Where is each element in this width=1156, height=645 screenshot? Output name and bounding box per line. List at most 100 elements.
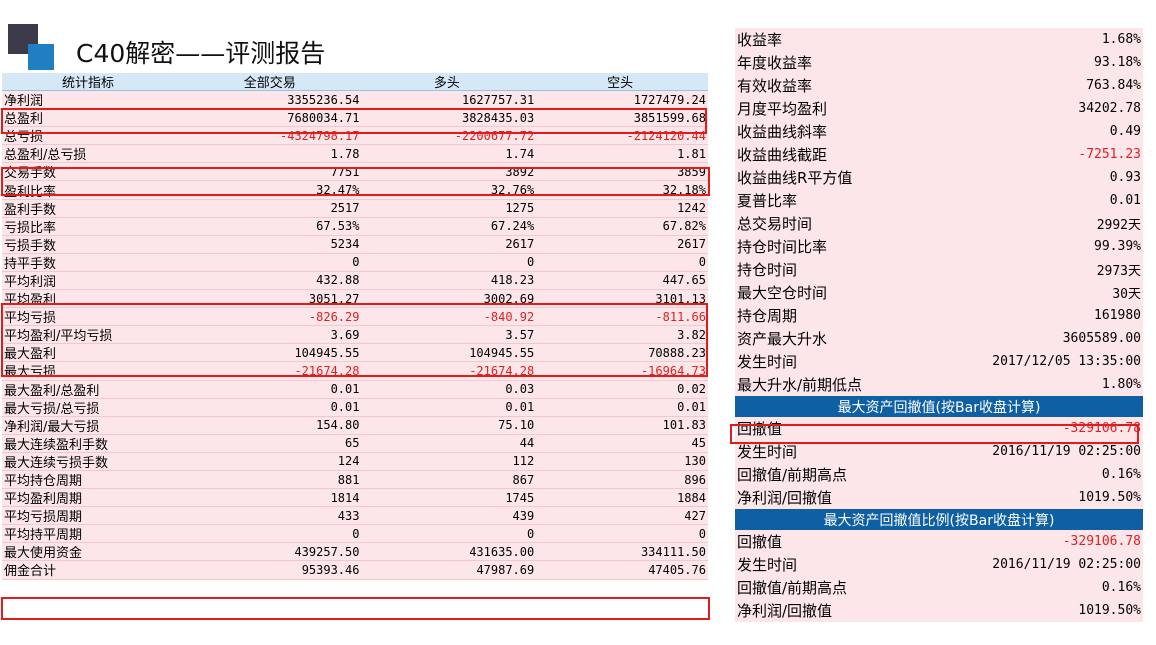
metric-value: 427 (684, 508, 706, 523)
metric-value: 3605589.00 (1062, 331, 1141, 346)
metric-value: -329106.78 (1062, 421, 1141, 436)
table-row: 亏损比率 67.53% 67.24% 67.82% (2, 217, 708, 236)
table-row: 交易手数 7751 3892 3859 (2, 163, 708, 182)
metric-value: 3.69 (330, 327, 360, 342)
metric-value: -2124120.44 (626, 128, 706, 143)
metric-value: 447.65 (662, 273, 706, 288)
performance-table: 收益率 1.68% 年度收益率 93.18% 有效收益率 763.84% 月度平均盈利 342… (735, 28, 1143, 622)
highlight-max-capital (1, 597, 710, 620)
metric-label: 收益曲线R平方值 (737, 169, 853, 187)
title-logo (8, 24, 54, 70)
metric-value: 3892 (505, 164, 535, 179)
table-header: 统计指标 全部交易 多头 空头 (2, 73, 708, 91)
table-row: 总盈利/总亏损 1.78 1.74 1.81 (2, 145, 708, 164)
metric-label: 回撤值 (737, 420, 783, 438)
table-row: 最大连续盈利手数 65 44 45 (2, 434, 708, 453)
metric-value: 30天 (1112, 287, 1141, 302)
metric-label: 平均盈利/平均亏损 (4, 329, 113, 345)
metric-label: 最大连续亏损手数 (4, 455, 109, 471)
metric-value: 99.39% (1094, 239, 1141, 254)
metric-label: 净利润/最大亏损 (4, 419, 100, 435)
metric-value: -7251.23 (1078, 147, 1141, 162)
column-header: 多头 (433, 76, 460, 91)
metric-label: 回撤值/前期高点 (737, 579, 848, 597)
metric-value: 44 (519, 436, 535, 451)
table-row: 平均盈利 3051.27 3002.69 3101.13 (2, 290, 708, 309)
metric-value: 763.84% (1086, 78, 1141, 93)
metric-value: 0.16% (1101, 580, 1141, 595)
metric-value: 67.53% (316, 219, 360, 234)
table-row: 最大盈利 104945.55 104945.55 70888.23 (2, 344, 708, 363)
list-item: 净利润/回撤值 1019.50% (735, 486, 1143, 509)
table-row: 最大盈利/总盈利 0.01 0.03 0.02 (2, 380, 708, 399)
metric-value: 439257.50 (294, 544, 360, 559)
metric-value: 2992天 (1096, 218, 1141, 233)
metric-value: 32.76% (490, 183, 535, 198)
metric-value: 431635.00 (469, 544, 535, 559)
metric-value: 0.16% (1101, 467, 1141, 482)
metric-label: 资产最大升水 (737, 330, 828, 348)
metric-value: 32.18% (662, 183, 706, 198)
list-item: 收益曲线R平方值 0.93 (735, 166, 1143, 189)
metric-value: 0.01 (1109, 193, 1141, 208)
metric-value: 867 (512, 472, 535, 487)
logo-blue-square (28, 44, 54, 70)
table-row: 平均利润 432.88 418.23 447.65 (2, 271, 708, 291)
list-item: 最大空仓时间 30天 (735, 281, 1143, 304)
metric-value: 896 (684, 472, 706, 487)
metric-value: 1.68% (1101, 32, 1141, 47)
table-row: 净利润 3355236.54 1627757.31 1727479.24 (2, 91, 708, 110)
table-row: 亏损手数 5234 2617 2617 (2, 235, 708, 254)
list-item: 月度平均盈利 34202.78 (735, 97, 1143, 120)
metric-label: 最大连续盈利手数 (4, 437, 109, 453)
metric-label: 年度收益率 (737, 54, 813, 72)
metric-value: 154.80 (316, 418, 360, 433)
metric-label: 发生时间 (737, 443, 798, 461)
metric-label: 收益率 (737, 31, 783, 49)
page-title: C40解密——评测报告 (76, 39, 326, 68)
table-row: 总亏损 -4324798.17 -2200677.72 -2124120.44 (2, 127, 708, 146)
metric-value: 104945.55 (469, 345, 535, 360)
metric-label: 最大盈利/总盈利 (4, 383, 100, 399)
metric-value: -826.29 (308, 309, 360, 324)
metric-label: 交易手数 (4, 166, 57, 182)
metric-label: 净利润/回撤值 (737, 489, 833, 507)
metric-value: 1.78 (330, 146, 360, 161)
metric-value: 1019.50% (1078, 603, 1141, 618)
metric-value: 1627757.31 (461, 92, 535, 107)
metric-label: 净利润/回撤值 (737, 602, 833, 620)
list-item: 总交易时间 2992天 (735, 212, 1143, 235)
metric-label: 有效收益率 (737, 77, 813, 95)
list-item: 持仓时间比率 99.39% (735, 235, 1143, 258)
metric-value: 70888.23 (648, 345, 706, 360)
metric-label: 盈利比率 (4, 184, 57, 200)
metric-value: -329106.78 (1062, 534, 1141, 549)
table-row: 最大亏损 -21674.28 -21674.28 -16964.73 (2, 362, 708, 381)
metric-value: 1019.50% (1078, 490, 1141, 505)
metric-label: 持仓时间 (737, 261, 798, 279)
metric-value: -811.66 (655, 309, 706, 324)
table-row: 平均持仓周期 881 867 896 (2, 470, 708, 490)
metric-value: 0.01 (505, 400, 535, 415)
statistics-table: 统计指标 全部交易 多头 空头 净利润 3355236.54 1627757.31 17274… (2, 73, 708, 580)
metric-value: 47405.76 (648, 562, 706, 577)
metric-value: 0.02 (677, 382, 706, 397)
metric-label: 收益曲线截距 (737, 146, 828, 164)
metric-value: 0.01 (677, 400, 706, 415)
table-row: 平均持平周期 0 0 0 (2, 525, 708, 544)
table-row: 净利润/最大亏损 154.80 75.10 101.83 (2, 416, 708, 435)
metric-value: 67.24% (490, 219, 535, 234)
metric-value: 124 (337, 454, 360, 469)
metric-value: 45 (691, 436, 706, 451)
metric-value: 0 (527, 255, 535, 270)
section-header-drawdown-ratio: 最大资产回撤值比例(按Bar收盘计算) (735, 509, 1143, 530)
metric-label: 平均持平周期 (4, 528, 83, 544)
metric-value: 3051.27 (308, 291, 360, 306)
metric-value: 1.81 (677, 146, 706, 161)
section-header-drawdown: 最大资产回撤值(按Bar收盘计算) (735, 396, 1143, 417)
table-row: 最大使用资金 439257.50 431635.00 334111.50 (2, 543, 708, 562)
table-row: 盈利手数 2517 1275 1242 (2, 199, 708, 218)
metric-value: 34202.78 (1078, 101, 1141, 116)
metric-value: 1275 (505, 201, 535, 216)
list-item: 回撤值/前期高点 0.16% (735, 463, 1143, 486)
